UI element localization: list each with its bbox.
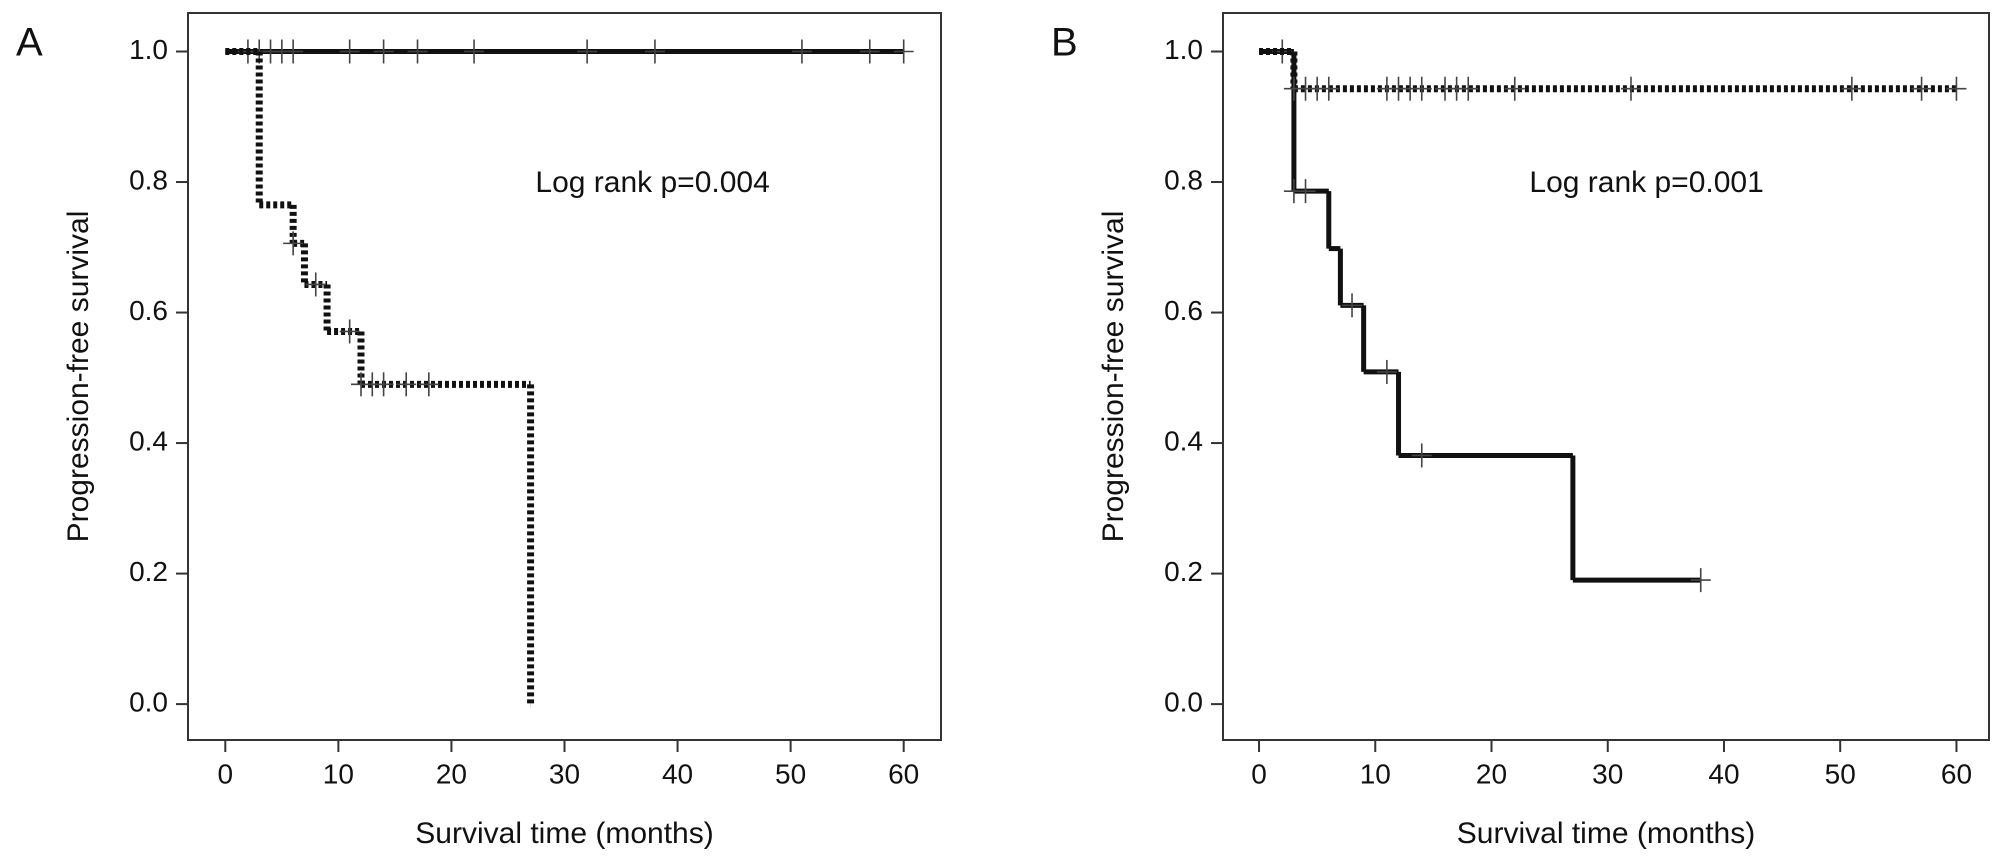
- censor-mark: [893, 39, 914, 64]
- x-tick-label: 60: [888, 758, 919, 789]
- x-tick-label: 10: [323, 758, 354, 789]
- x-tick-label: 50: [1825, 758, 1856, 789]
- y-axis-label: Progression-free survival: [1097, 211, 1130, 543]
- censor-mark: [1946, 76, 1967, 101]
- censor-mark: [1504, 76, 1525, 101]
- censor-mark: [1295, 179, 1316, 204]
- censor-mark: [396, 372, 417, 397]
- censor-mark: [283, 39, 304, 64]
- y-tick-label: 0.8: [1164, 164, 1203, 195]
- y-tick-label: 1.0: [1164, 34, 1203, 65]
- panel-label: A: [16, 21, 43, 65]
- censor-mark: [644, 39, 665, 64]
- x-tick-label: 20: [436, 758, 467, 789]
- censor-mark: [464, 39, 485, 64]
- censor-mark: [339, 319, 360, 344]
- censor-mark: [1318, 76, 1339, 101]
- y-tick-label: 0.2: [1164, 556, 1203, 587]
- censor-mark: [418, 372, 439, 397]
- x-tick-label: 40: [662, 758, 693, 789]
- panel-label: B: [1051, 21, 1078, 65]
- y-tick-label: 0.6: [1164, 295, 1203, 326]
- censor-mark: [1911, 76, 1932, 101]
- y-tick-label: 0.0: [129, 686, 168, 717]
- x-tick-label: 50: [775, 758, 806, 789]
- censor-mark: [373, 39, 394, 64]
- x-tick-label: 20: [1476, 758, 1507, 789]
- censor-mark: [305, 272, 326, 297]
- y-tick-label: 0.4: [1164, 425, 1203, 456]
- x-axis-label: Survival time (months): [1457, 817, 1755, 850]
- censor-mark: [1620, 76, 1641, 101]
- annotation: Log rank p=0.001: [1529, 166, 1763, 199]
- censor-mark: [859, 39, 880, 64]
- panel: 0.0 0.2 0.4 0.6 0.8 1.0 0 10 20 30 40 50 60 Survival …: [16, 12, 942, 850]
- plot-frame: [187, 12, 942, 741]
- censor-mark: [1411, 76, 1432, 101]
- y-tick-label: 0.4: [129, 425, 168, 456]
- censor-mark: [1376, 359, 1397, 384]
- censor-mark: [577, 39, 598, 64]
- x-tick-label: 0: [218, 758, 234, 789]
- censor-mark: [1690, 568, 1711, 593]
- y-tick-label: 0.2: [129, 556, 168, 587]
- x-tick-label: 0: [1251, 758, 1267, 789]
- plot-frame: [1222, 12, 1990, 741]
- x-tick-label: 30: [549, 758, 580, 789]
- censor-mark: [1841, 76, 1862, 101]
- y-tick-label: 0.6: [129, 295, 168, 326]
- x-tick-label: 40: [1708, 758, 1739, 789]
- censor-mark: [339, 39, 360, 64]
- x-axis-label: Survival time (months): [415, 817, 713, 850]
- censor-mark: [407, 39, 428, 64]
- censor-mark: [1411, 443, 1432, 468]
- panel: 0.0 0.2 0.4 0.6 0.8 1.0 0 10 20 30 40 50 60 Survival …: [1051, 12, 1990, 850]
- censor-mark: [791, 39, 812, 64]
- annotation: Log rank p=0.004: [535, 166, 769, 199]
- y-tick-label: 0.0: [1164, 686, 1203, 717]
- y-tick-label: 0.8: [129, 164, 168, 195]
- x-tick-label: 10: [1360, 758, 1391, 789]
- censor-mark: [1458, 76, 1479, 101]
- y-tick-label: 1.0: [129, 34, 168, 65]
- censor-mark: [1342, 293, 1363, 318]
- x-tick-label: 60: [1941, 758, 1972, 789]
- censor-mark: [283, 231, 304, 256]
- y-axis-label: Progression-free survival: [62, 211, 95, 543]
- x-tick-label: 30: [1592, 758, 1623, 789]
- censor-mark: [373, 372, 394, 397]
